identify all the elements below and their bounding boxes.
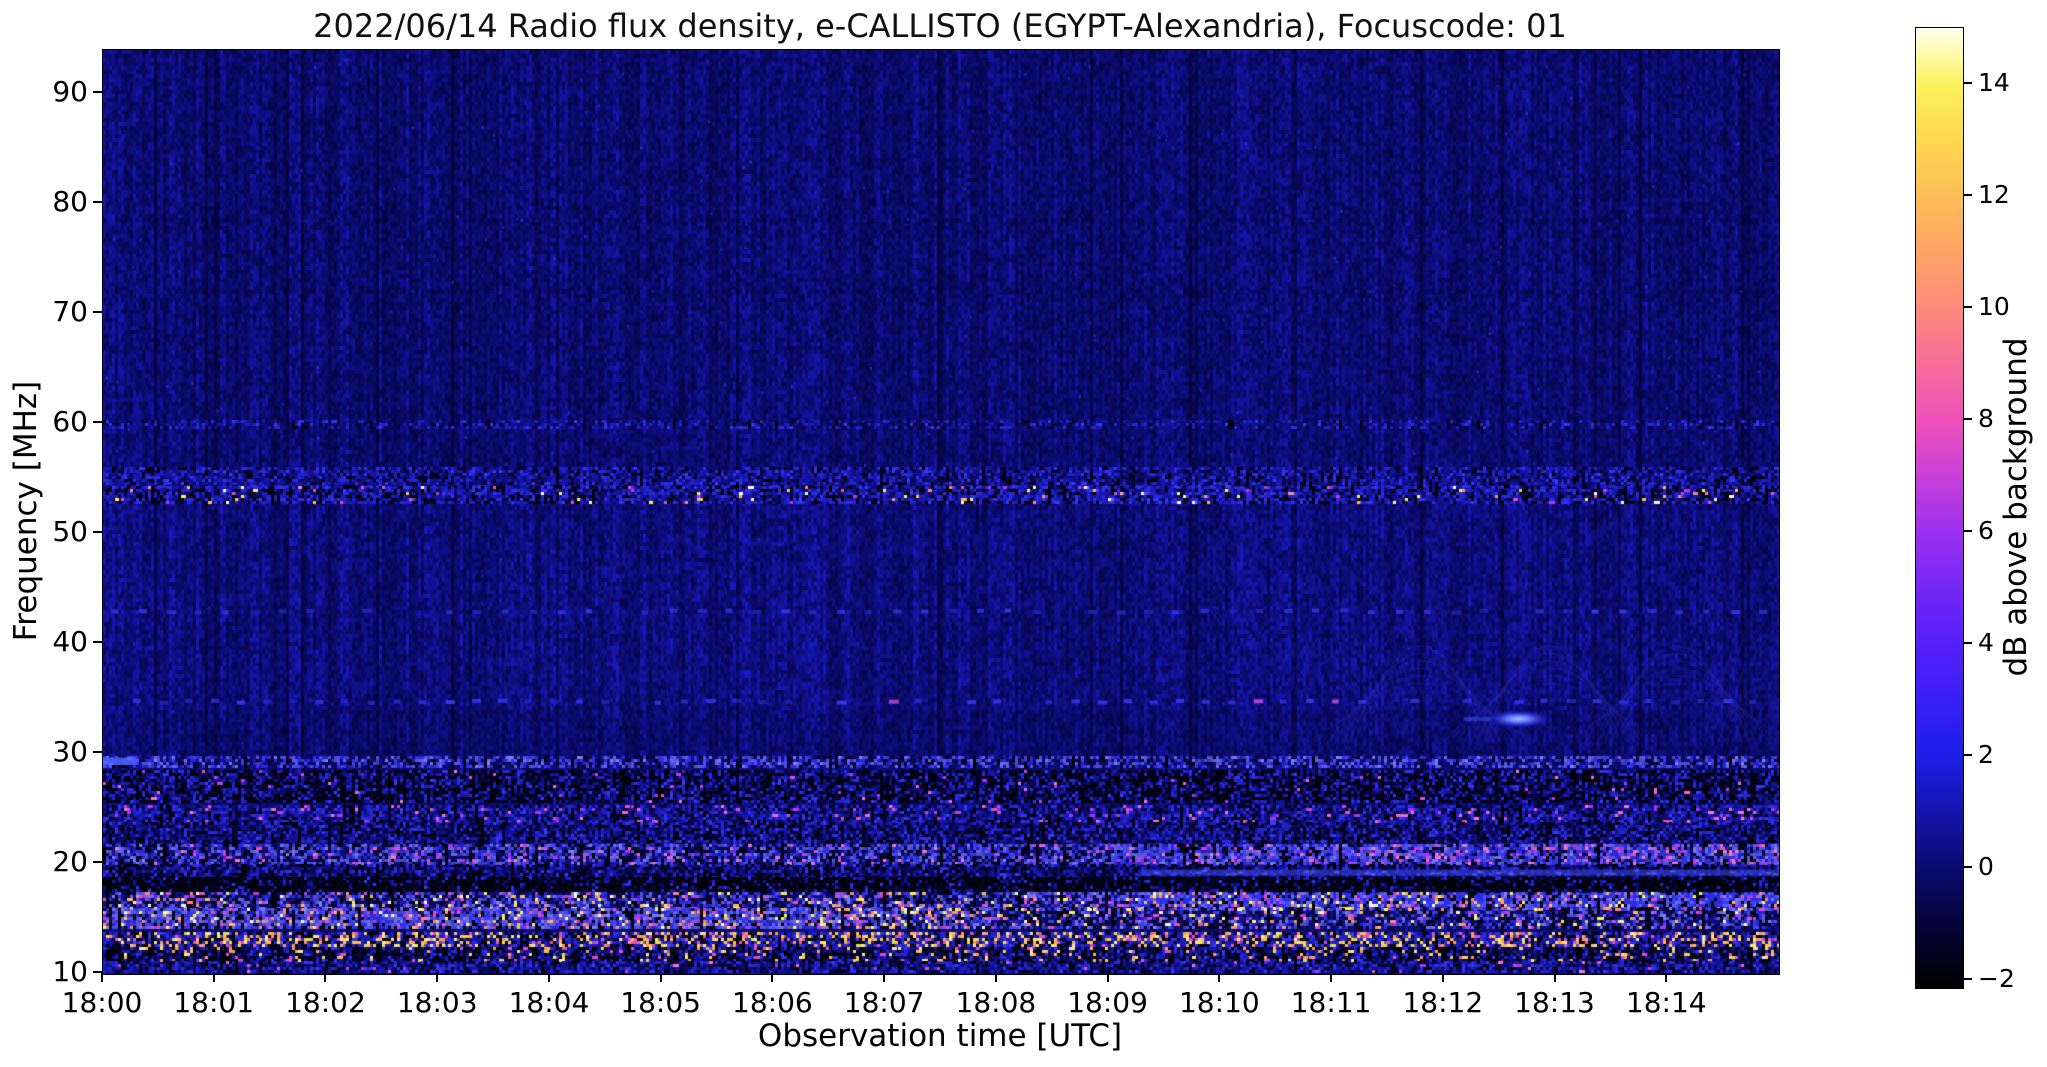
y-tick-label: 70 — [52, 295, 88, 328]
colorbar-tickmark — [1963, 530, 1972, 533]
colorbar-tickmark — [1963, 82, 1972, 84]
colorbar-label: dB above background — [1998, 337, 2034, 677]
y-tick-label: 90 — [52, 75, 88, 108]
colorbar-tickmark — [1963, 754, 1972, 757]
spectrogram-plot — [102, 49, 1780, 975]
x-tick-label: 18:09 — [1067, 986, 1148, 1019]
y-tickmark — [93, 641, 102, 643]
x-tick-label: 18:11 — [1290, 986, 1372, 1019]
x-tickmark — [994, 973, 997, 982]
colorbar-tickmark — [1963, 978, 1972, 981]
x-tickmark — [883, 973, 886, 982]
x-tickmark — [659, 973, 662, 982]
y-tickmark — [93, 751, 102, 753]
colorbar-tickmark — [1963, 866, 1972, 869]
x-tick-label: 18:04 — [508, 986, 590, 1019]
x-tickmark — [212, 973, 215, 982]
x-tick-label: 18:03 — [396, 986, 478, 1019]
colorbar-tickmark — [1963, 418, 1972, 421]
x-tickmark — [101, 973, 103, 982]
x-tickmark — [324, 973, 327, 982]
x-tick-label: 18:06 — [732, 986, 813, 1019]
x-tickmark — [1553, 973, 1556, 982]
y-tick-label: 60 — [52, 405, 88, 438]
colorbar-tickmark — [1963, 306, 1972, 309]
x-tick-label: 18:13 — [1514, 986, 1595, 1019]
x-axis-label: Observation time [UTC] — [757, 1018, 1123, 1054]
x-tick-label: 18:01 — [173, 986, 255, 1019]
y-tickmark — [93, 861, 102, 863]
colorbar-tick-label: 2 — [1978, 740, 1994, 770]
x-tick-label: 18:05 — [620, 986, 702, 1019]
x-tickmark — [1330, 973, 1333, 982]
colorbar-tick-label: 12 — [1978, 180, 2010, 210]
x-tickmark — [771, 973, 774, 982]
spectrogram-canvas — [103, 50, 1779, 974]
x-tickmark — [1106, 973, 1109, 982]
x-tick-label: 18:10 — [1178, 986, 1260, 1019]
y-tickmark — [93, 311, 102, 313]
colorbar-tick-label: 14 — [1978, 68, 2010, 97]
x-tick-label: 18:08 — [955, 986, 1037, 1019]
y-tick-label: 80 — [52, 185, 88, 218]
x-tick-label: 18:12 — [1402, 986, 1484, 1019]
y-tickmark — [93, 421, 102, 423]
y-tick-label: 30 — [52, 735, 88, 768]
plot-title: 2022/06/14 Radio flux density, e-CALLIST… — [313, 7, 1567, 45]
x-tickmark — [547, 973, 550, 982]
y-tickmark — [93, 201, 102, 203]
y-tick-label: 40 — [52, 625, 88, 658]
y-tickmark — [93, 91, 102, 93]
y-tickmark — [93, 531, 102, 533]
y-axis-label: Frequency [MHz] — [8, 380, 44, 642]
colorbar-tick-label: −2 — [1978, 964, 2015, 994]
x-tick-label: 18:07 — [843, 986, 925, 1019]
x-tick-label: 18:02 — [285, 986, 366, 1019]
colorbar — [1915, 27, 1964, 989]
colorbar-tick-label: 10 — [1978, 292, 2010, 322]
x-tick-label: 18:00 — [61, 986, 143, 1019]
x-tickmark — [1218, 973, 1221, 982]
x-tick-label: 18:14 — [1625, 986, 1707, 1019]
colorbar-tickmark — [1963, 642, 1972, 645]
y-tick-label: 20 — [52, 845, 88, 878]
y-tickmark — [93, 971, 102, 973]
colorbar-tick-label: 8 — [1978, 404, 1994, 434]
colorbar-tickmark — [1963, 194, 1972, 197]
x-tickmark — [1441, 973, 1444, 982]
y-tick-label: 50 — [52, 515, 88, 548]
y-tick-label: 10 — [52, 955, 88, 988]
x-tickmark — [1665, 973, 1668, 982]
colorbar-tick-label: 0 — [1978, 852, 1994, 882]
x-tickmark — [436, 973, 439, 982]
colorbar-tick-label: 6 — [1978, 516, 1994, 546]
colorbar-tick-label: 4 — [1978, 628, 1994, 658]
